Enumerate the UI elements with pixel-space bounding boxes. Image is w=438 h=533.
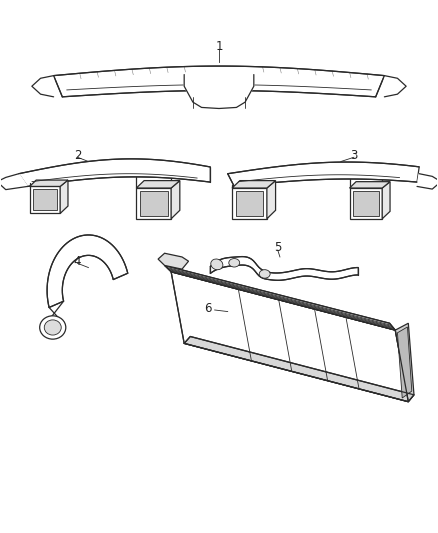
Polygon shape	[32, 76, 53, 97]
Polygon shape	[184, 75, 254, 109]
Polygon shape	[353, 191, 379, 216]
Ellipse shape	[229, 259, 240, 267]
Ellipse shape	[211, 259, 223, 270]
Polygon shape	[140, 191, 168, 216]
Text: 1: 1	[215, 40, 223, 53]
Polygon shape	[30, 187, 60, 214]
Ellipse shape	[44, 320, 61, 335]
Polygon shape	[60, 180, 68, 214]
Polygon shape	[33, 189, 57, 211]
Polygon shape	[0, 174, 28, 190]
Polygon shape	[397, 327, 412, 398]
Polygon shape	[158, 253, 188, 269]
Text: 4: 4	[74, 255, 81, 268]
Ellipse shape	[40, 316, 66, 339]
Polygon shape	[267, 181, 276, 219]
Polygon shape	[165, 265, 395, 330]
Polygon shape	[47, 235, 128, 308]
Polygon shape	[228, 162, 419, 187]
Polygon shape	[136, 181, 180, 188]
Polygon shape	[171, 272, 408, 402]
Polygon shape	[30, 180, 68, 187]
Polygon shape	[395, 323, 414, 402]
Polygon shape	[350, 182, 390, 188]
Text: 5: 5	[274, 241, 282, 254]
Polygon shape	[184, 336, 414, 402]
Polygon shape	[136, 188, 171, 219]
Polygon shape	[417, 174, 438, 189]
Ellipse shape	[259, 270, 270, 278]
Polygon shape	[53, 66, 385, 97]
Polygon shape	[382, 182, 390, 219]
Text: 3: 3	[350, 149, 357, 161]
Polygon shape	[236, 191, 263, 216]
Polygon shape	[350, 188, 382, 219]
Text: 6: 6	[205, 302, 212, 316]
Polygon shape	[385, 76, 406, 97]
Polygon shape	[232, 188, 267, 219]
Polygon shape	[171, 181, 180, 219]
Polygon shape	[19, 159, 210, 187]
Polygon shape	[210, 256, 358, 280]
Polygon shape	[232, 181, 276, 188]
Text: 2: 2	[74, 149, 81, 161]
